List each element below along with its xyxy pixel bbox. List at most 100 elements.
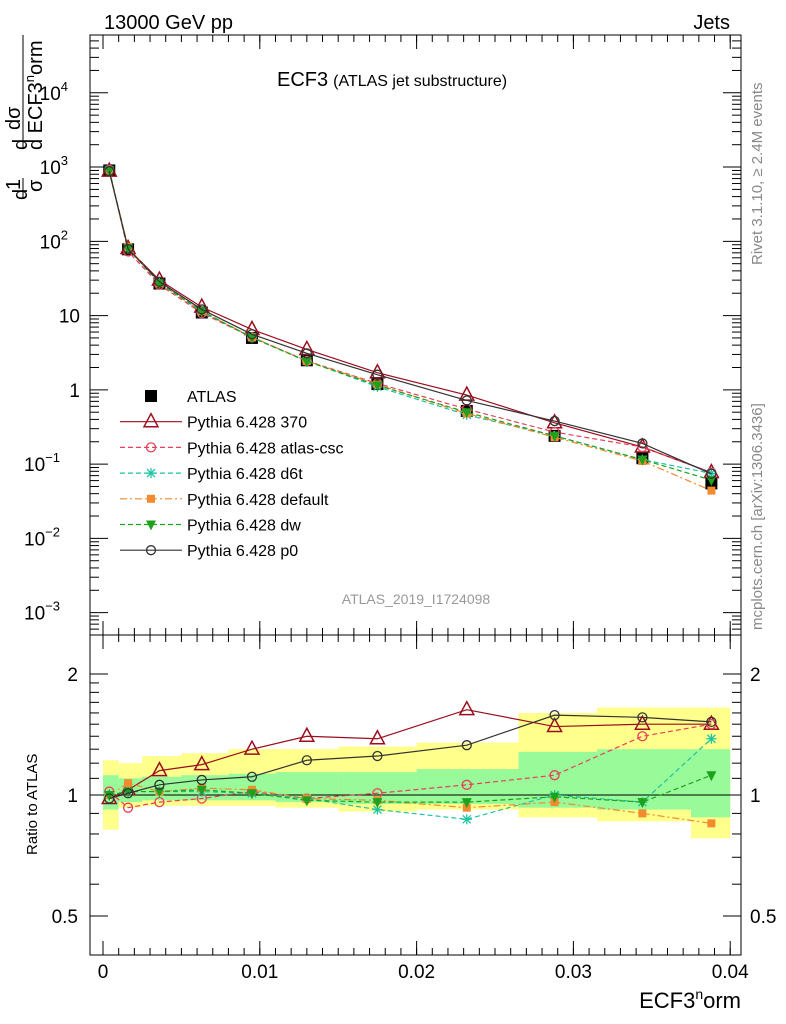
point-atlascsc (637, 441, 648, 453)
series-line-dw (108, 170, 712, 481)
plot-title-sub: (ATLAS jet substructure) (333, 73, 507, 90)
y-axis-label-bottom: Ratio to ATLAS (24, 754, 41, 855)
ratio-point-dw (196, 785, 207, 796)
legend-marker-atlascsc (145, 442, 157, 453)
y-tick-label: 10 (59, 307, 80, 328)
ratio-point-p370 (243, 739, 261, 755)
ratio-point-dw (301, 796, 312, 807)
ratio-point-p370 (369, 729, 386, 745)
y-tick-label: 103 (40, 153, 68, 179)
ratio-point-atlascsc (637, 731, 648, 742)
point-p0 (301, 348, 312, 359)
legend-label: Pythia 6.428 default (187, 492, 329, 509)
point-dw (706, 476, 717, 487)
ratio-point-dw (372, 798, 383, 809)
band-green (691, 749, 731, 818)
ylabel-d1: d (10, 189, 32, 200)
ratio-point-atlascsc (122, 802, 134, 813)
legend-label: Pythia 6.428 atlas-csc (187, 440, 344, 457)
x-axis-label: ECF3norm (639, 986, 741, 1013)
ratio-tick-label-right: 2 (750, 665, 761, 686)
legend-label: ATLAS (187, 389, 237, 406)
point-p0 (637, 438, 648, 449)
ratio-line-dw (109, 774, 712, 803)
y-tick-label: 1 (69, 381, 80, 402)
ratio-tick-label: 2 (67, 665, 78, 686)
legend-label: Pythia 6.428 dw (187, 518, 301, 535)
ratio-point-dw (104, 791, 115, 801)
y-axis-label-top: d 1 σ d dσ d ECF3norm (3, 35, 47, 200)
ratio-point-p370 (546, 716, 563, 733)
ratio-point-p0 (122, 788, 134, 799)
legend-marker-atlas (145, 390, 157, 402)
point-p0 (196, 304, 207, 315)
ratio-line-p370 (109, 709, 712, 800)
ratio-point-p0 (154, 779, 165, 790)
x-tick-label: 0.04 (712, 962, 749, 983)
legend-marker-default (147, 494, 155, 503)
ylabel-decf: d ECF3norm (22, 41, 47, 151)
ratio-point-p0 (246, 771, 258, 782)
ratio-point-default (638, 809, 647, 818)
ratio-point-atlascsc (549, 770, 560, 781)
point-p0 (122, 243, 134, 255)
ratio-tick-label-right: 1 (750, 786, 761, 807)
analysis-watermark: ATLAS_2019_I1724098 (342, 591, 491, 607)
ratio-point-d6t (461, 814, 472, 825)
y-tick-label: 10−1 (24, 450, 60, 476)
legend-entry-p370: Pythia 6.428 370 (120, 412, 307, 432)
ratio-point-atlascsc (154, 796, 165, 808)
ratio-point-p370 (298, 726, 316, 742)
point-default (707, 486, 716, 495)
point-p0 (104, 166, 115, 177)
x-tick-label: 0 (98, 962, 109, 983)
legend-marker-p370 (142, 412, 160, 428)
ratio-point-dw (246, 789, 257, 800)
ratio-point-p0 (372, 750, 383, 762)
ratio-point-p0 (301, 755, 312, 766)
ratio-point-p370 (458, 700, 476, 716)
mcplots-label: mcplots.cern.ch [arXiv:1306.3436] (749, 403, 766, 630)
legend-marker-dw (146, 520, 156, 531)
point-p0 (372, 369, 383, 380)
series-line-p0 (108, 171, 712, 475)
ratio-point-p0 (196, 774, 207, 786)
header-left: 13000 GeV pp (104, 12, 233, 34)
x-tick-label: 0.01 (241, 962, 278, 983)
ratio-point-atlascsc (461, 779, 472, 790)
ratio-point-p0 (461, 740, 472, 751)
legend-entry-atlascsc: Pythia 6.428 atlas-csc (120, 440, 344, 457)
ratio-point-dw (461, 798, 472, 809)
ratio-point-p370 (151, 761, 168, 777)
x-tick-label: 0.02 (398, 962, 435, 983)
legend-label: Pythia 6.428 p0 (187, 543, 298, 560)
legend-entry-d6t: Pythia 6.428 d6t (120, 466, 303, 483)
legend-entry-dw: Pythia 6.428 dw (120, 518, 301, 535)
legend-entry-p0: Pythia 6.428 p0 (120, 543, 298, 560)
ratio-point-dw (706, 771, 717, 782)
ratio-point-p0 (637, 712, 648, 723)
header-right: Jets (693, 12, 730, 34)
ratio-point-dw (637, 798, 648, 809)
ratio-point-p0 (706, 716, 717, 728)
point-dw (154, 279, 165, 290)
ratio-line-p0 (109, 714, 712, 800)
ratio-point-p0 (549, 709, 560, 721)
point-dw (637, 455, 648, 466)
ylabel-dsigma: dσ (3, 106, 25, 130)
top-series (101, 161, 720, 495)
rivet-label: Rivet 3.1.10, ≥ 2.4M events (749, 83, 766, 266)
point-p370 (298, 339, 316, 356)
point-p0 (549, 415, 560, 427)
point-p0 (154, 276, 165, 287)
point-dw (372, 381, 383, 392)
point-dw (461, 408, 472, 419)
ratio-line-default (108, 782, 712, 824)
point-dw (301, 357, 312, 368)
ratio-point-dw (549, 792, 560, 803)
point-p0 (461, 395, 472, 406)
y-tick-label: 102 (40, 227, 68, 253)
ratio-point-p0 (104, 793, 115, 804)
y-tick-label: 10−3 (24, 599, 60, 625)
